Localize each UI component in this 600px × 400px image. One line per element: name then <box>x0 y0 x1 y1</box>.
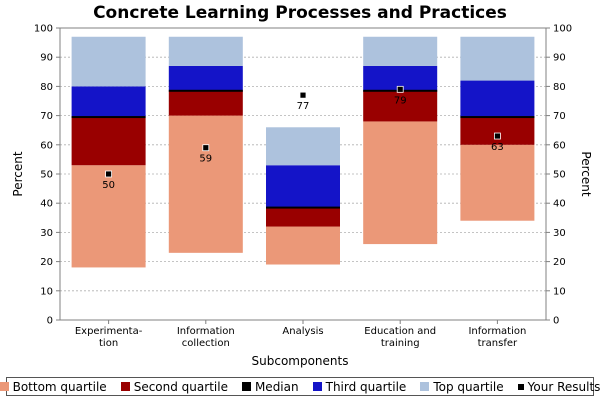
legend-label: Second quartile <box>133 379 228 394</box>
bar-bottom-quartile <box>460 144 535 221</box>
result-marker <box>493 132 501 140</box>
bar-top-quartile <box>168 36 243 66</box>
bar-bottom-quartile <box>71 165 146 268</box>
x-category-label: Analysis <box>282 326 323 337</box>
legend-swatch-third <box>312 382 322 391</box>
y-tick-label-right: 100 <box>553 24 572 35</box>
legend-label: Your Results <box>527 379 600 394</box>
bar-median-line <box>168 89 243 92</box>
bar-median-line <box>266 206 340 209</box>
bars <box>71 36 535 268</box>
bar-third-quartile <box>168 65 243 91</box>
y-tick-label: 10 <box>40 286 53 297</box>
y-tick-label: 60 <box>40 140 53 151</box>
bar-top-quartile <box>363 36 438 66</box>
bar-second-quartile <box>363 90 438 122</box>
bar-second-quartile <box>168 90 243 116</box>
y-tick-label: 40 <box>40 199 53 210</box>
x-category-label: tion <box>99 338 118 349</box>
result-label: 50 <box>102 180 115 191</box>
x-category-label: Experimenta- <box>75 326 143 337</box>
y-tick-label-right: 60 <box>553 140 566 151</box>
legend-item-top-quartile: Top quartile <box>420 379 504 394</box>
results: 50 59 77 79 63 <box>102 85 504 191</box>
result-label: 59 <box>199 154 212 165</box>
legend-item-your-results: Your Results <box>517 379 600 394</box>
bar-top-quartile <box>460 36 535 81</box>
x-category-label: Information <box>177 326 235 337</box>
y-tick-label: 100 <box>34 24 53 35</box>
legend-item-bottom-quartile: Bottom quartile <box>0 380 107 394</box>
y-tick-label-right: 10 <box>553 286 566 297</box>
result-label: 79 <box>394 95 407 106</box>
legend-swatch-results <box>517 383 524 390</box>
y-tick-label-right: 0 <box>553 316 559 327</box>
result-marker <box>299 91 307 99</box>
result-marker <box>396 85 404 93</box>
x-category-label: training <box>381 338 420 349</box>
bar-top-quartile <box>71 36 146 87</box>
category-labels: Experimenta-tionInformationcollectionAna… <box>75 320 526 349</box>
bar-second-quartile <box>71 117 146 166</box>
legend-label: Median <box>254 379 299 394</box>
result-label: 77 <box>297 101 310 112</box>
bar-bottom-quartile <box>168 115 243 253</box>
axis-ticks: 0 0 10 10 20 20 30 30 40 40 50 50 60 60 70 70 80 80 90 90 10… <box>34 24 572 327</box>
result-marker <box>202 144 210 152</box>
legend-label: Top quartile <box>433 379 504 394</box>
bar-second-quartile <box>266 207 340 227</box>
legend-swatch-bottom <box>0 382 9 391</box>
y-tick-label-right: 90 <box>553 53 566 64</box>
x-category-label: Information <box>468 326 526 337</box>
x-category-label: transfer <box>478 338 518 349</box>
bar-top-quartile <box>266 127 340 166</box>
result-marker <box>105 170 112 178</box>
y-axis-label: Percent <box>11 151 25 196</box>
y-tick-label-right: 40 <box>553 199 566 210</box>
y-tick-label-right: 30 <box>553 228 566 239</box>
chart: Concrete Learning Processes and Practice… <box>11 3 593 368</box>
bar-third-quartile <box>71 86 146 118</box>
y-tick-label: 70 <box>40 111 53 122</box>
y-tick-label-right: 70 <box>553 111 566 122</box>
chart-title: Concrete Learning Processes and Practice… <box>93 3 507 23</box>
y-tick-label: 50 <box>40 170 53 181</box>
x-axis-label: Subcomponents <box>252 354 349 368</box>
legend-label: Third quartile <box>325 379 407 394</box>
legend: Bottom quartile Second quartile Median T… <box>0 377 600 396</box>
legend-label: Bottom quartile <box>12 379 107 394</box>
result-label: 63 <box>491 142 504 153</box>
x-category-label: collection <box>182 338 230 349</box>
legend-swatch-top <box>420 382 430 391</box>
x-category-label: Education and <box>364 326 436 337</box>
legend-swatch-median <box>241 382 251 391</box>
y-tick-label-right: 20 <box>553 257 566 268</box>
bar-bottom-quartile <box>266 226 340 265</box>
bar-third-quartile <box>460 80 535 118</box>
bar-median-line <box>460 116 535 119</box>
y-tick-label: 20 <box>40 257 53 268</box>
y-tick-label-right: 50 <box>553 170 566 181</box>
y-tick-label-right: 80 <box>553 82 566 93</box>
bar-third-quartile <box>266 165 340 208</box>
legend-item-second-quartile: Second quartile <box>120 379 228 394</box>
y-tick-label: 0 <box>47 316 53 327</box>
legend-item-third-quartile: Third quartile <box>312 379 407 394</box>
bar-median-line <box>71 116 146 119</box>
y-tick-label: 30 <box>40 228 53 239</box>
legend-swatch-second <box>120 382 130 391</box>
y-tick-label: 90 <box>40 53 53 64</box>
bar-bottom-quartile <box>363 121 438 245</box>
legend-item-median: Median <box>241 379 299 394</box>
bar-second-quartile <box>460 117 535 145</box>
y-tick-label: 80 <box>40 82 53 93</box>
y-axis-label-right: Percent <box>579 151 593 196</box>
